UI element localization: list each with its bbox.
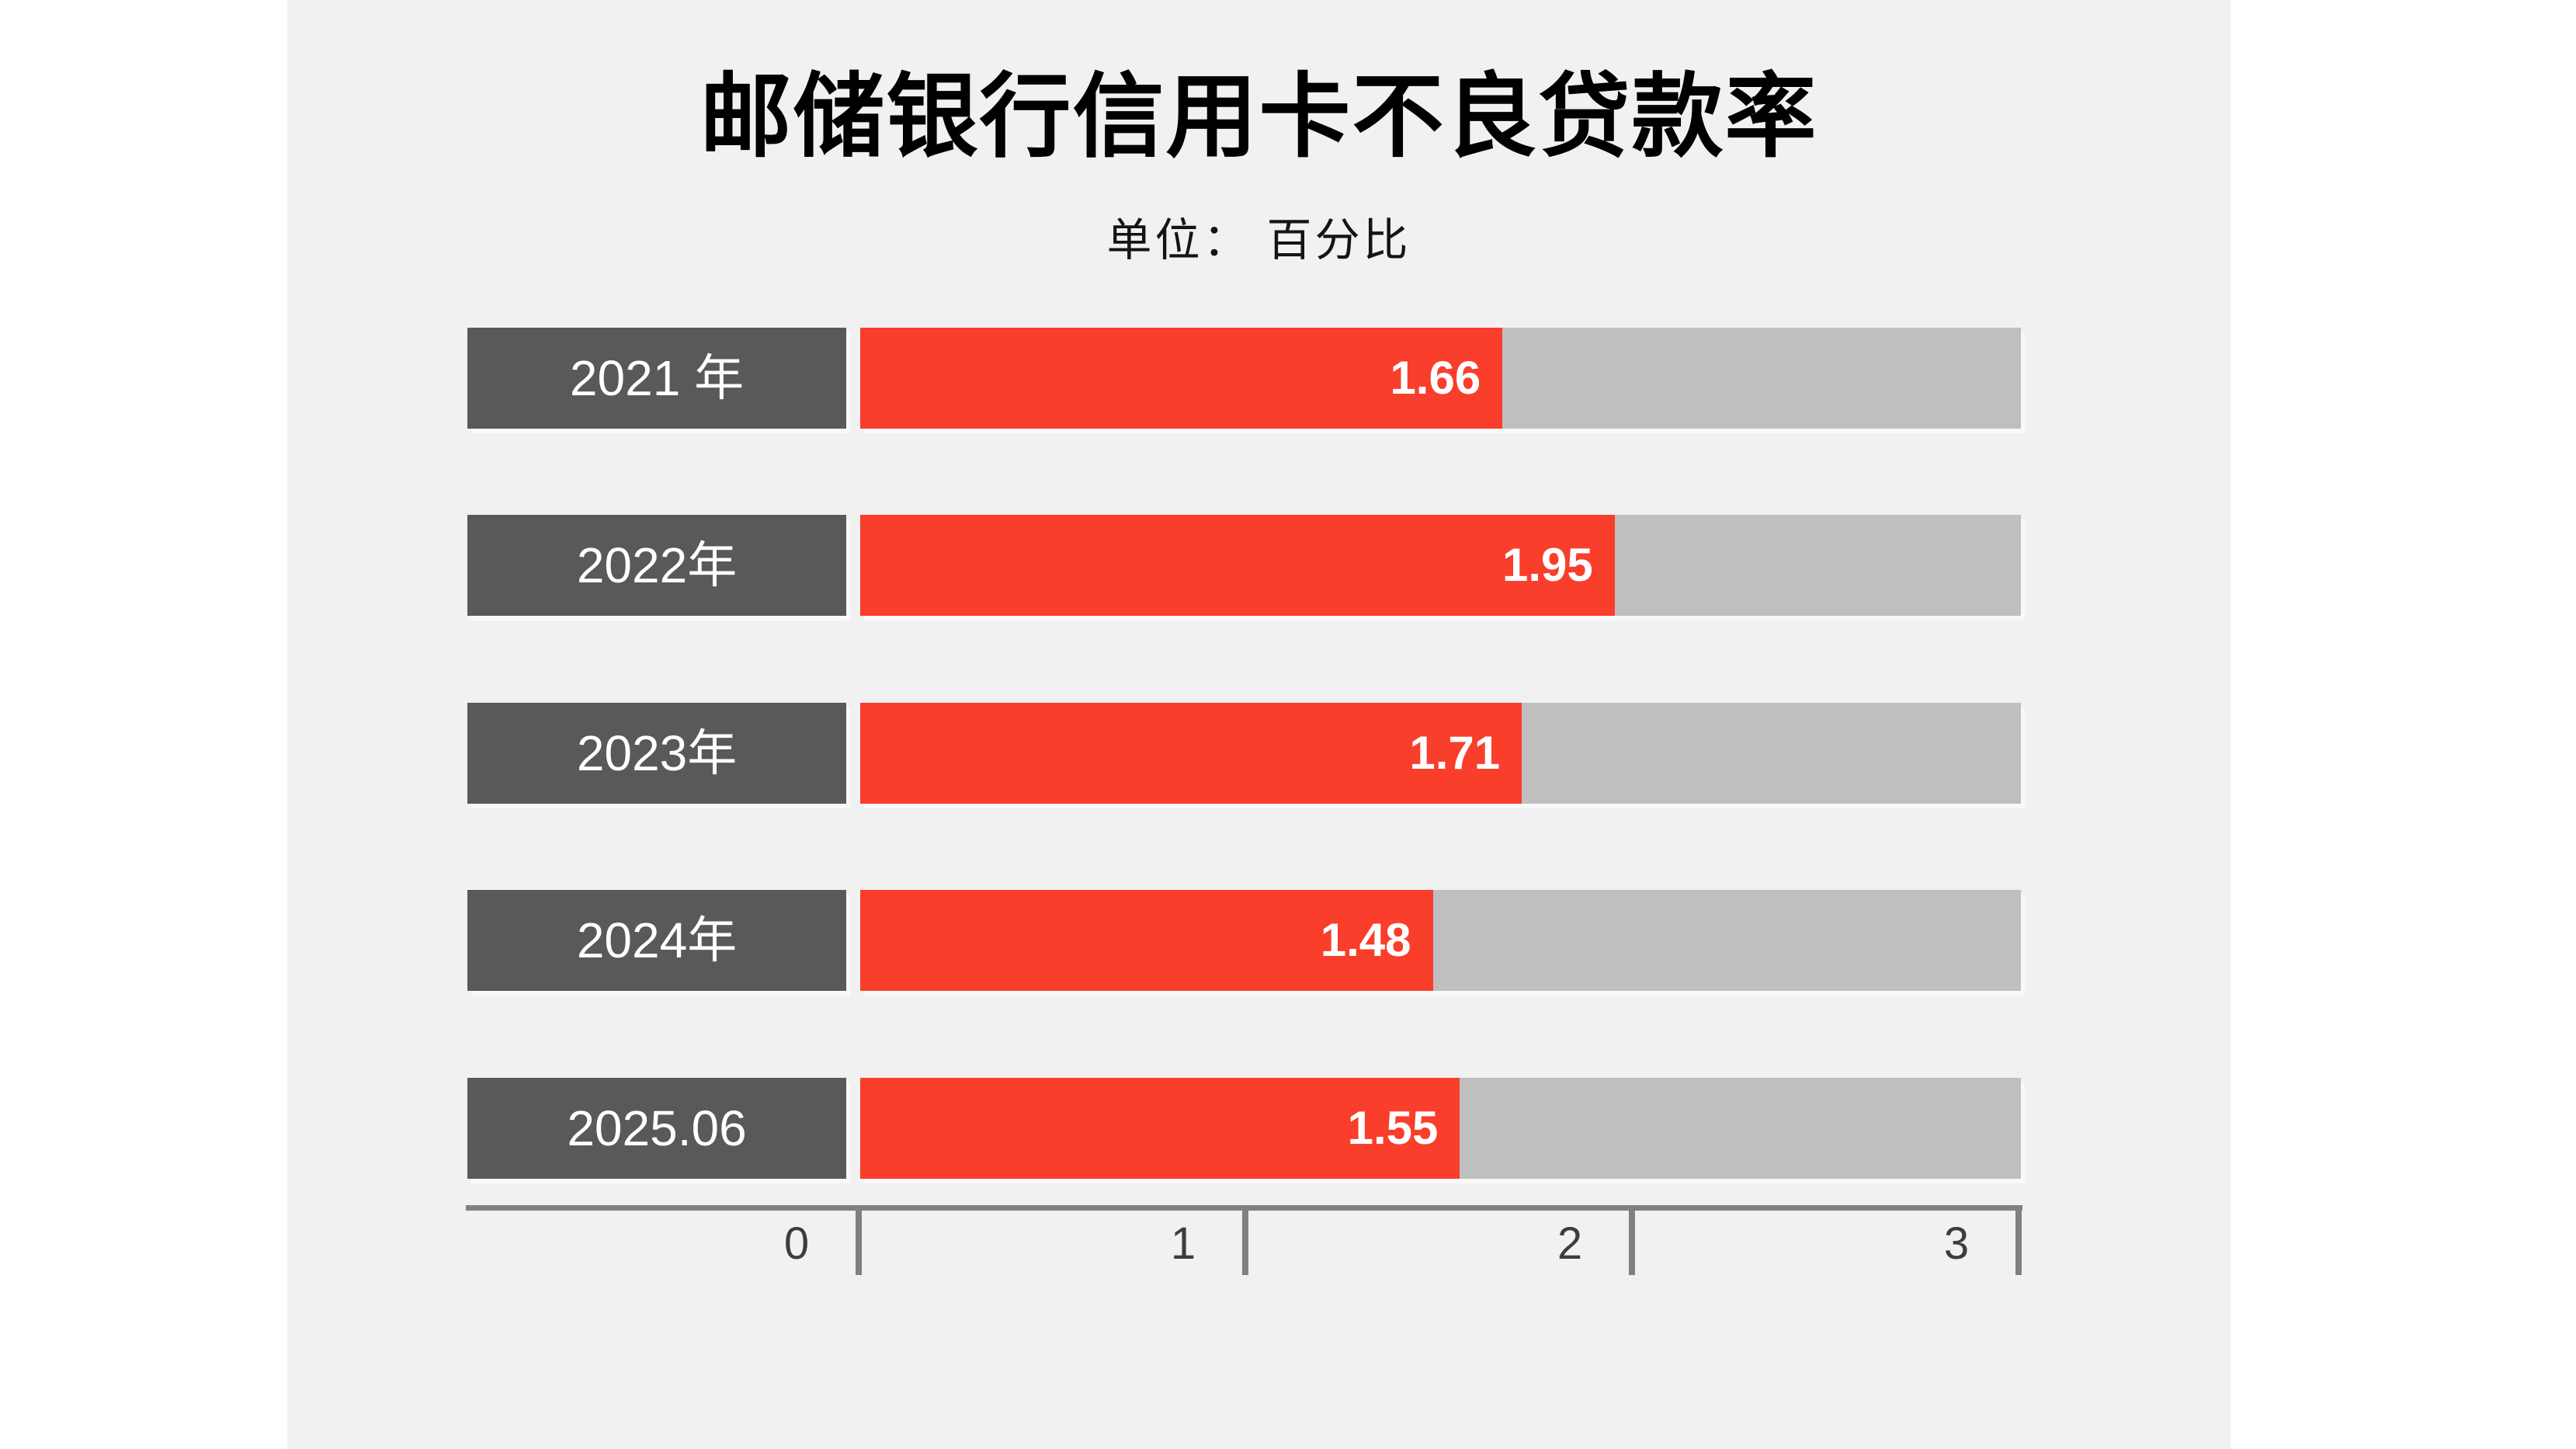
category-label-2024: 2024年 xyxy=(467,890,846,991)
bar-row: 2023年 1.71 xyxy=(0,703,2576,804)
category-label-2023: 2023年 xyxy=(467,703,846,804)
bar-row: 2024年 1.48 xyxy=(0,890,2576,991)
bar-fill: 1.55 xyxy=(860,1078,1460,1179)
x-axis-tick-label-1: 1 xyxy=(1170,1218,1196,1269)
bar-fill: 1.71 xyxy=(860,703,1522,804)
bar-track: 1.71 xyxy=(860,703,2021,804)
chart-title: 邮储银行信用卡不良贷款率 xyxy=(700,66,1818,169)
x-axis-tick-label-0: 0 xyxy=(783,1218,810,1269)
bar-track: 1.55 xyxy=(860,1078,2021,1179)
chart-subtitle: 单位： 百分比 xyxy=(1106,215,1411,266)
bar-row: 2025.06 1.55 xyxy=(0,1078,2576,1179)
category-label-2025-06: 2025.06 xyxy=(467,1078,846,1179)
x-axis-tick-2 xyxy=(1629,1205,1635,1275)
x-axis-tick-0 xyxy=(856,1205,862,1275)
category-label-2022: 2022年 xyxy=(467,515,846,616)
bar-fill: 1.95 xyxy=(860,515,1615,616)
x-axis-tick-1 xyxy=(1242,1205,1248,1275)
bar-fill: 1.48 xyxy=(860,890,1433,991)
bar-row: 2022年 1.95 xyxy=(0,515,2576,616)
bar-row: 2021 年 1.66 xyxy=(0,328,2576,429)
x-axis-tick-3 xyxy=(2015,1205,2022,1275)
bar-track: 1.48 xyxy=(860,890,2021,991)
x-axis-tick-label-2: 2 xyxy=(1557,1218,1583,1269)
bar-track: 1.95 xyxy=(860,515,2021,616)
category-label-2021: 2021 年 xyxy=(467,328,846,429)
bar-fill: 1.66 xyxy=(860,328,1503,429)
bar-track: 1.66 xyxy=(860,328,2021,429)
x-axis-tick-label-3: 3 xyxy=(1943,1218,1970,1269)
